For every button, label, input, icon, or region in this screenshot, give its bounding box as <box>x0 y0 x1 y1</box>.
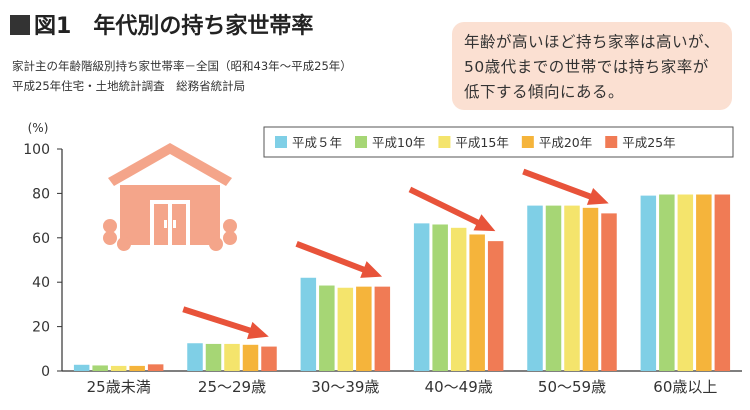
bar <box>337 287 354 371</box>
legend-box <box>263 126 734 158</box>
bar <box>432 224 448 371</box>
legend-swatch <box>355 136 368 148</box>
chart-title: 図1 年代別の持ち家世帯率 <box>10 8 313 40</box>
legend-label: 平成25年 <box>622 135 675 150</box>
bar <box>487 241 504 371</box>
bar <box>413 223 430 371</box>
x-tick-label: 25歳未満 <box>87 378 151 396</box>
house-icon <box>103 143 237 251</box>
callout-text: 年齢が高いほど持ち家率は高いが、50歳代までの世帯では持ち家率が低下する傾向にあ… <box>464 33 720 101</box>
legend-swatch <box>521 136 534 148</box>
bar <box>714 194 731 371</box>
y-tick-label: 60 <box>32 231 50 247</box>
bar <box>527 205 543 371</box>
y-axis-label: (%) <box>28 121 49 135</box>
bar <box>356 286 372 371</box>
subtitle-survey: 家計主の年齢階級別持ち家世帯率－全国（昭和43年～平成25年） <box>12 59 352 73</box>
bar <box>374 286 391 371</box>
x-axis-labels: 25歳未満 25～29歳 30～39歳 40～49歳 50～59歳 60歳以上 <box>87 378 718 396</box>
bar <box>469 234 485 371</box>
bar <box>659 194 675 371</box>
y-tick-label: 80 <box>32 186 50 202</box>
bar <box>582 207 599 371</box>
legend-label: 平成５年 <box>292 135 342 150</box>
bar <box>147 364 164 371</box>
bar <box>640 195 657 371</box>
y-tick-label: 40 <box>32 275 50 291</box>
bar <box>73 364 90 371</box>
x-tick-label: 40～49歳 <box>425 378 493 396</box>
square-bullet-icon <box>10 15 30 35</box>
title-text: 年代別の持ち家世帯率 <box>93 14 314 39</box>
bars <box>73 194 731 371</box>
bar <box>261 346 277 371</box>
axes: 0 20 40 60 80 100 (%) <box>23 121 742 380</box>
arrow-icon <box>522 168 609 205</box>
legend-label: 平成15年 <box>455 135 508 150</box>
figure-label: 図1 <box>34 14 72 39</box>
legend-swatch <box>438 136 451 148</box>
bar <box>224 343 240 371</box>
bar <box>110 365 127 371</box>
bar <box>129 365 145 371</box>
bar <box>450 227 467 371</box>
arrow-icon <box>182 306 269 340</box>
x-tick-label: 25～29歳 <box>198 378 266 396</box>
subtitle-source: 平成25年住宅・土地統計調査 総務省統計局 <box>12 79 246 93</box>
bar <box>677 194 694 371</box>
x-tick-label: 50～59歳 <box>538 378 606 396</box>
bar <box>205 343 222 371</box>
legend-label: 平成20年 <box>539 135 592 150</box>
legend-swatch <box>275 136 287 148</box>
bar <box>300 277 317 371</box>
bar <box>564 205 580 371</box>
y-tick-label: 20 <box>32 320 50 336</box>
x-tick-label: 30～39歳 <box>311 378 379 396</box>
bar <box>187 343 203 371</box>
bar <box>92 365 108 371</box>
x-tick-label: 60歳以上 <box>653 378 717 396</box>
bar <box>319 285 335 371</box>
y-tick-label: 100 <box>23 142 50 158</box>
legend: 平成５年 平成10年 平成15年 平成20年 平成25年 <box>263 126 734 158</box>
legend-label: 平成10年 <box>372 135 425 150</box>
y-tick-label: 0 <box>41 364 50 380</box>
arrow-icon <box>408 186 496 232</box>
callout-box: 年齢が高いほど持ち家率は高いが、50歳代までの世帯では持ち家率が低下する傾向にあ… <box>452 22 732 110</box>
legend-swatch <box>605 136 618 148</box>
bar <box>696 194 712 371</box>
bar <box>242 344 259 371</box>
bar <box>601 213 617 371</box>
arrow-icon <box>295 241 383 278</box>
trend-arrows <box>182 168 609 340</box>
bar <box>545 205 562 371</box>
